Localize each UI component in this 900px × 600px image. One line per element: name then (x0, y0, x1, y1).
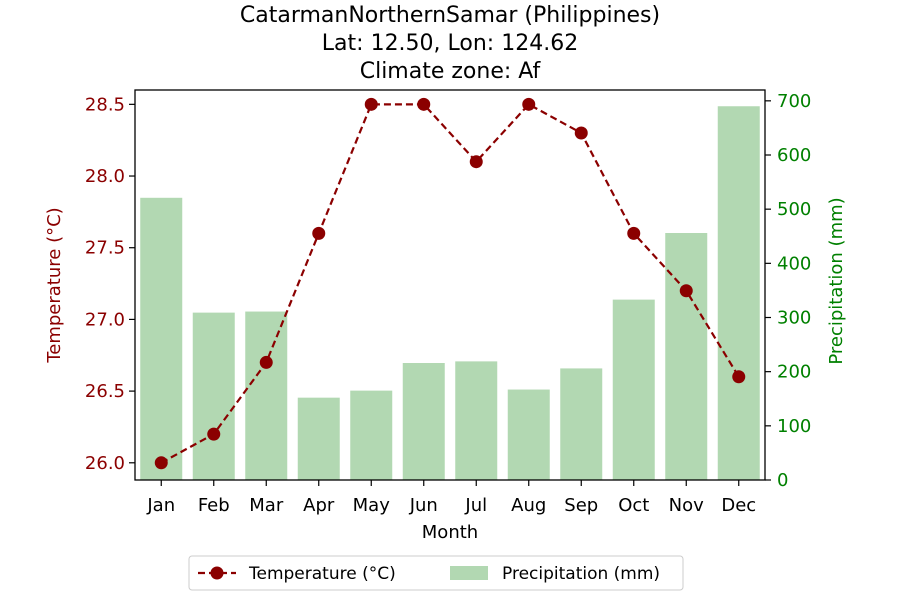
chart-title-line-2: Lat: 12.50, Lon: 124.62 (322, 31, 578, 56)
x-axis-label: Month (422, 522, 478, 543)
x-tick-label-feb: Feb (198, 495, 230, 516)
precipitation-bar-jan (140, 197, 183, 480)
left-y-tick-label: 27.5 (85, 238, 125, 259)
right-y-tick-label: 600 (777, 145, 811, 166)
right-y-axis: 0 100 200 300 400 500 600 700 (765, 91, 811, 491)
temperature-point-jul (469, 155, 483, 169)
precipitation-bar-dec (717, 106, 760, 480)
legend-precipitation-label: Precipitation (mm) (502, 564, 660, 584)
x-tick-label-jun: Jun (409, 495, 438, 516)
chart-title-line-1: CatarmanNorthernSamar (Philippines) (240, 3, 660, 28)
precipitation-bar-jul (455, 361, 498, 480)
x-tick-label-nov: Nov (669, 495, 704, 516)
x-axis: Jan Feb Mar Apr May Jun Jul Aug Sep Oct Nov Dec (146, 480, 756, 516)
temperature-point-jan (154, 456, 168, 470)
x-tick-label-aug: Aug (511, 495, 546, 516)
x-tick-label-apr: Apr (303, 495, 335, 516)
precipitation-bar-may (350, 390, 393, 480)
precipitation-bar-aug (507, 389, 550, 480)
x-tick-label-jan: Jan (146, 495, 175, 516)
right-y-axis-label: Precipitation (mm) (826, 197, 847, 364)
right-y-tick-label: 100 (777, 416, 811, 437)
precipitation-bars (140, 106, 760, 480)
x-tick-label-mar: Mar (249, 495, 284, 516)
temperature-point-dec (732, 370, 746, 384)
precipitation-bar-oct (612, 299, 655, 480)
temperature-line (154, 97, 746, 470)
temperature-point-jun (417, 97, 431, 111)
x-tick-label-dec: Dec (721, 495, 756, 516)
temperature-point-feb (207, 427, 221, 441)
left-y-axis-label: Temperature (°C) (44, 207, 65, 363)
left-y-tick-label: 26.0 (85, 453, 125, 474)
temperature-point-aug (522, 97, 536, 111)
left-y-tick-label: 26.5 (85, 381, 125, 402)
precipitation-bar-apr (297, 397, 340, 480)
right-y-tick-label: 400 (777, 253, 811, 274)
x-tick-label-may: May (353, 495, 391, 516)
temperature-point-mar (259, 355, 273, 369)
right-y-tick-label: 0 (777, 470, 788, 491)
precipitation-bar-nov (665, 233, 708, 480)
legend-temperature-label: Temperature (°C) (248, 564, 396, 584)
precipitation-bar-feb (192, 312, 235, 480)
legend-temperature-marker (210, 566, 224, 580)
plot-frame (134, 89, 766, 481)
temperature-line-path (160, 102, 740, 464)
left-y-tick-label: 28.5 (85, 94, 125, 115)
chart-title-line-3: Climate zone: Af (360, 59, 542, 84)
precipitation-bar-mar (245, 311, 288, 480)
temperature-point-oct (627, 226, 641, 240)
temperature-point-may (364, 97, 378, 111)
legend-precipitation-swatch (450, 566, 488, 580)
left-y-tick-label: 28.0 (85, 166, 125, 187)
x-tick-label-oct: Oct (618, 495, 649, 516)
right-y-tick-label: 300 (777, 308, 811, 329)
x-tick-label-sep: Sep (564, 495, 598, 516)
precipitation-bar-sep (560, 368, 603, 480)
precipitation-bar-jun (402, 363, 445, 480)
right-y-tick-label: 700 (777, 91, 811, 112)
temperature-point-apr (312, 226, 326, 240)
right-y-tick-label: 500 (777, 199, 811, 220)
legend: Temperature (°C) Precipitation (mm) (188, 555, 684, 591)
left-y-tick-label: 27.0 (85, 309, 125, 330)
legend-box (188, 555, 684, 591)
x-tick-label-jul: Jul (464, 495, 487, 516)
left-y-axis: 26.0 26.5 27.0 27.5 28.0 28.5 (85, 94, 135, 474)
temperature-point-sep (574, 126, 588, 140)
temperature-point-nov (679, 284, 693, 298)
right-y-tick-label: 200 (777, 362, 811, 383)
